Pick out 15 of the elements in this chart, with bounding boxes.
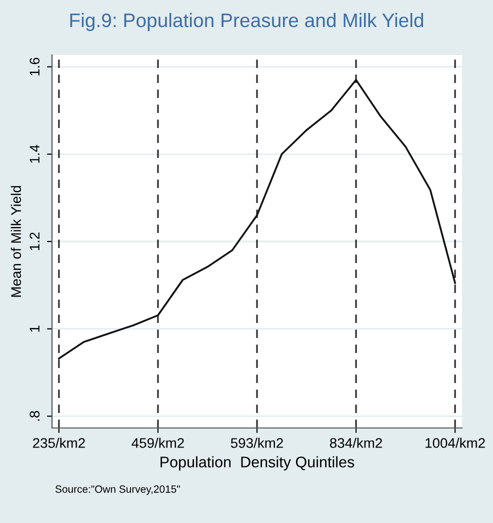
line-series [58,78,456,360]
source-note: Source:"Own Survey,2015" [55,485,180,495]
y-tick-label: 1.2 [30,232,40,250]
y-tick-label: 1.6 [30,58,40,76]
y-tick-label: 1 [30,326,40,332]
x-tick-label: 459/km2 [132,438,184,448]
x-tick-label: 834/km2 [330,438,382,448]
x-tick-label: 1004/km2 [426,438,485,448]
x-tick-label: 593/km2 [230,438,283,448]
y-tick-label: 1.4 [30,144,40,163]
y-tick-label: .8 [30,411,40,421]
y-axis-title: Mean of Milk Yield [10,186,22,297]
x-axis-title: Population Density Quintiles [160,456,354,470]
chart-title: Fig.9: Population Preasure and Milk Yield [70,12,424,32]
x-tick-label: 235/km2 [33,438,85,448]
